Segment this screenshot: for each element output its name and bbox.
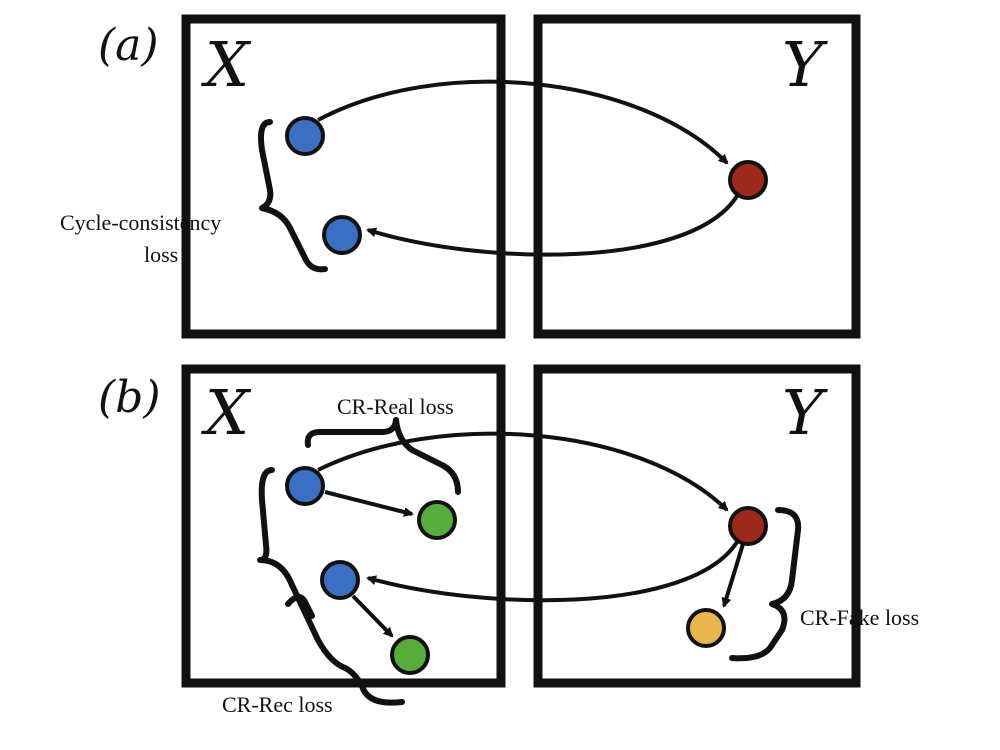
cr-real-loss-label: CR-Real loss — [337, 394, 454, 419]
panel-b: (b) X Y CR-Real loss CR-Fake loss CR-Rec… — [98, 364, 919, 717]
panel-a-reconstructed-x-node — [322, 215, 362, 255]
panel-a-forward-arrow — [317, 79, 729, 165]
cr-rec-loss-label: CR-Rec loss — [222, 692, 333, 717]
panel-a-domain-x-box — [181, 14, 506, 339]
panel-b-reconstructed-x-node — [320, 560, 360, 600]
panel-a-domain-y-label: Y — [782, 28, 828, 101]
panel-b-domain-x-label: X — [201, 376, 252, 449]
cr-rec-loss-brace — [257, 467, 405, 706]
panel-a-cycle-brace — [258, 119, 328, 273]
panel-b-rec-augment-arrow — [351, 594, 394, 638]
cycle-consistency-loss-label-line2: loss — [144, 242, 178, 267]
panel-a: (a) X Y Cycle-consistency loss — [60, 14, 861, 339]
cycle-consistency-loss-label-line1: Cycle-consistency — [60, 210, 221, 235]
panel-a-real-x-node — [285, 116, 325, 156]
panel-b-domain-x-box — [181, 364, 506, 688]
panel-b-forward-arrow — [317, 431, 729, 512]
panel-b-domain-y-label: Y — [782, 376, 828, 449]
panel-a-translated-y-node — [728, 160, 768, 200]
cr-real-loss-brace — [304, 417, 461, 495]
cr-rec-loss-inner-brace — [285, 594, 315, 619]
panel-b-real-x-node — [285, 466, 325, 506]
panel-a-backward-arrow — [366, 194, 739, 257]
panel-b-real-augment-arrow — [324, 490, 414, 517]
panel-b-fake-augment-arrow — [721, 543, 745, 608]
panel-a-label: (a) — [98, 20, 159, 71]
panel-a-domain-y-box — [533, 14, 861, 339]
panel-a-domain-x-label: X — [201, 28, 252, 101]
panel-b-backward-arrow — [366, 540, 739, 603]
cr-fake-loss-brace — [729, 507, 802, 662]
panel-b-augmented-real-x-node — [417, 500, 457, 540]
panel-b-label: (b) — [98, 372, 161, 423]
cr-fake-loss-label: CR-Fake loss — [800, 605, 919, 630]
panel-b-augmented-rec-x-node — [390, 635, 430, 675]
panel-b-translated-y-node — [728, 506, 768, 546]
panel-b-domain-y-box — [533, 364, 861, 688]
panel-b-augmented-fake-y-node — [686, 608, 726, 648]
